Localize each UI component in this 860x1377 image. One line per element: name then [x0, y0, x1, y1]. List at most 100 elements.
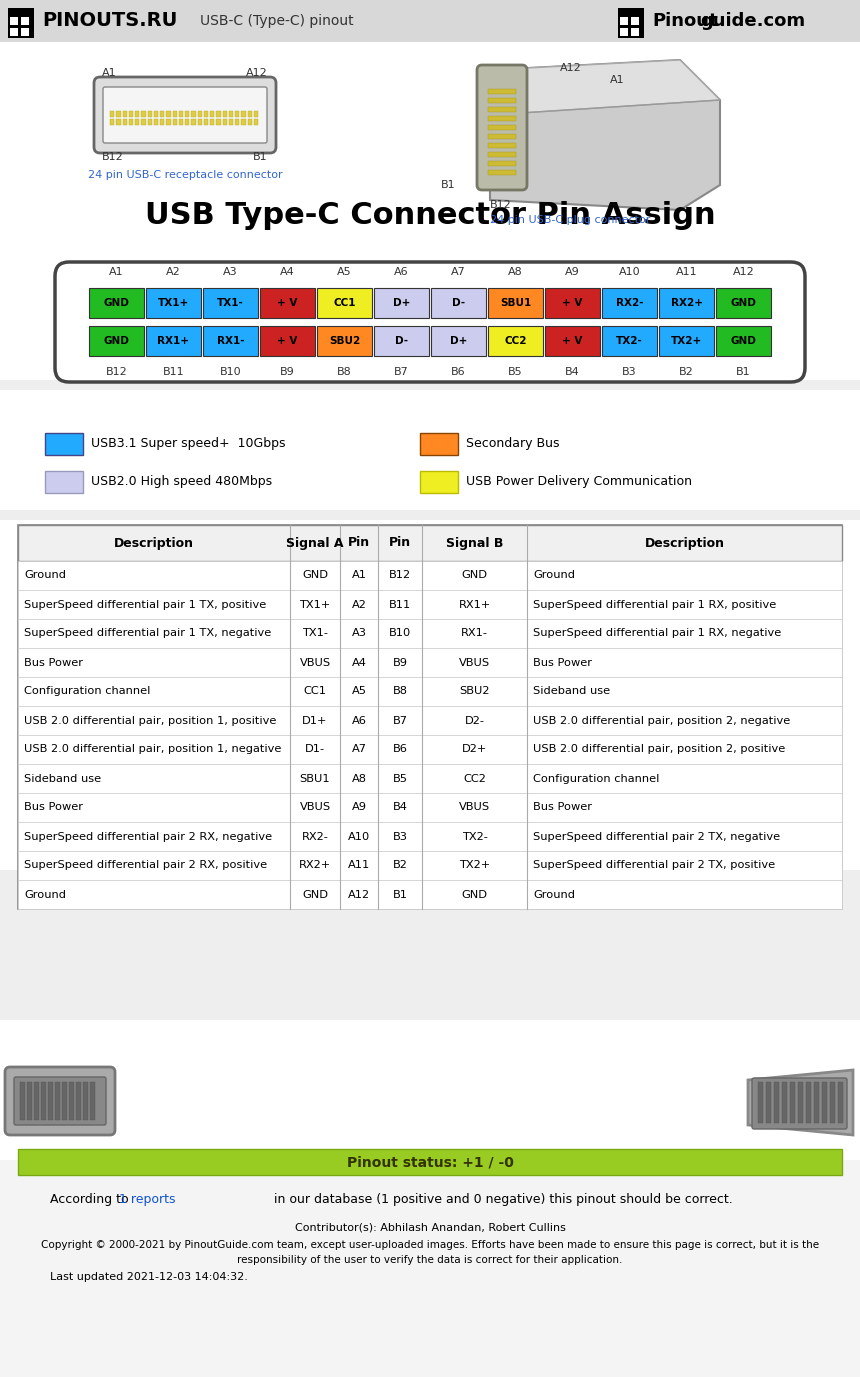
FancyBboxPatch shape: [148, 112, 152, 117]
FancyBboxPatch shape: [242, 112, 246, 117]
FancyBboxPatch shape: [260, 288, 315, 318]
FancyBboxPatch shape: [76, 1082, 81, 1120]
Text: According to: According to: [50, 1192, 132, 1205]
FancyBboxPatch shape: [0, 245, 860, 380]
FancyBboxPatch shape: [90, 1082, 95, 1120]
FancyBboxPatch shape: [45, 432, 83, 454]
Text: B10: B10: [389, 628, 411, 639]
Text: B3: B3: [622, 368, 636, 377]
FancyBboxPatch shape: [141, 118, 145, 125]
Text: D-: D-: [452, 297, 465, 308]
FancyBboxPatch shape: [0, 43, 860, 211]
FancyBboxPatch shape: [431, 326, 486, 357]
FancyBboxPatch shape: [18, 880, 842, 909]
FancyBboxPatch shape: [716, 326, 771, 357]
FancyBboxPatch shape: [198, 112, 202, 117]
Text: B11: B11: [389, 599, 411, 610]
FancyBboxPatch shape: [752, 1078, 847, 1129]
Text: SuperSpeed differential pair 2 RX, positive: SuperSpeed differential pair 2 RX, posit…: [24, 861, 267, 870]
Text: Signal A: Signal A: [286, 537, 344, 549]
FancyBboxPatch shape: [431, 288, 486, 318]
FancyBboxPatch shape: [48, 1082, 53, 1120]
FancyBboxPatch shape: [18, 560, 842, 589]
Text: B4: B4: [392, 803, 408, 812]
FancyBboxPatch shape: [191, 118, 195, 125]
FancyBboxPatch shape: [18, 525, 842, 909]
Text: D2+: D2+: [462, 745, 487, 755]
FancyBboxPatch shape: [55, 1082, 60, 1120]
FancyBboxPatch shape: [18, 525, 842, 560]
FancyBboxPatch shape: [160, 112, 164, 117]
FancyBboxPatch shape: [18, 620, 842, 649]
Text: guide.com: guide.com: [700, 12, 805, 30]
FancyBboxPatch shape: [110, 118, 114, 125]
FancyBboxPatch shape: [69, 1082, 74, 1120]
Text: B1: B1: [392, 890, 408, 899]
Text: Bus Power: Bus Power: [533, 803, 592, 812]
Text: B4: B4: [565, 368, 580, 377]
Polygon shape: [748, 1070, 853, 1135]
Text: RX2-: RX2-: [616, 297, 643, 308]
Text: B12: B12: [490, 200, 512, 211]
Text: A3: A3: [352, 628, 366, 639]
FancyBboxPatch shape: [254, 118, 258, 125]
FancyBboxPatch shape: [488, 169, 516, 175]
Text: TX2+: TX2+: [671, 336, 702, 346]
FancyBboxPatch shape: [223, 118, 227, 125]
Text: SBU2: SBU2: [329, 336, 360, 346]
Text: B5: B5: [392, 774, 408, 784]
Text: SuperSpeed differential pair 2 RX, negative: SuperSpeed differential pair 2 RX, negat…: [24, 832, 272, 841]
Text: A5: A5: [337, 267, 352, 277]
FancyBboxPatch shape: [160, 118, 164, 125]
FancyBboxPatch shape: [631, 17, 639, 25]
Text: B9: B9: [280, 368, 295, 377]
Text: SuperSpeed differential pair 2 TX, negative: SuperSpeed differential pair 2 TX, negat…: [533, 832, 780, 841]
FancyBboxPatch shape: [14, 1077, 106, 1125]
Text: GND: GND: [462, 570, 488, 581]
Text: Sideband use: Sideband use: [24, 774, 101, 784]
Text: D2-: D2-: [464, 716, 484, 726]
Text: Ground: Ground: [533, 570, 575, 581]
FancyBboxPatch shape: [317, 288, 372, 318]
FancyBboxPatch shape: [18, 793, 842, 822]
Text: SuperSpeed differential pair 1 TX, negative: SuperSpeed differential pair 1 TX, negat…: [24, 628, 271, 639]
FancyBboxPatch shape: [488, 125, 516, 129]
Text: A6: A6: [352, 716, 366, 726]
FancyBboxPatch shape: [21, 28, 29, 36]
Text: SuperSpeed differential pair 1 RX, positive: SuperSpeed differential pair 1 RX, posit…: [533, 599, 777, 610]
Text: GND: GND: [302, 570, 328, 581]
Text: Secondary Bus: Secondary Bus: [466, 438, 560, 450]
FancyBboxPatch shape: [8, 8, 34, 39]
FancyBboxPatch shape: [185, 112, 189, 117]
FancyBboxPatch shape: [488, 134, 516, 139]
FancyBboxPatch shape: [216, 112, 221, 117]
FancyBboxPatch shape: [488, 98, 516, 103]
Polygon shape: [490, 61, 720, 116]
Text: B7: B7: [394, 368, 408, 377]
FancyBboxPatch shape: [602, 288, 657, 318]
FancyBboxPatch shape: [83, 1082, 88, 1120]
Text: RX2+: RX2+: [299, 861, 331, 870]
FancyBboxPatch shape: [129, 112, 133, 117]
Text: SBU1: SBU1: [500, 297, 531, 308]
FancyBboxPatch shape: [18, 764, 842, 793]
FancyBboxPatch shape: [141, 112, 145, 117]
Text: PINOUTS.RU: PINOUTS.RU: [42, 11, 177, 30]
Text: + V: + V: [277, 336, 298, 346]
FancyBboxPatch shape: [41, 1082, 46, 1120]
FancyBboxPatch shape: [20, 1082, 25, 1120]
FancyBboxPatch shape: [545, 326, 600, 357]
FancyBboxPatch shape: [0, 1159, 860, 1377]
Text: B9: B9: [392, 657, 408, 668]
FancyBboxPatch shape: [216, 118, 221, 125]
Text: RX1-: RX1-: [217, 336, 244, 346]
Text: B12: B12: [102, 151, 124, 162]
FancyBboxPatch shape: [122, 112, 127, 117]
Text: Ground: Ground: [24, 890, 66, 899]
Text: Last updated 2021-12-03 14:04:32.: Last updated 2021-12-03 14:04:32.: [50, 1272, 248, 1282]
Text: Pinout: Pinout: [652, 12, 717, 30]
Text: TX2+: TX2+: [459, 861, 490, 870]
FancyBboxPatch shape: [814, 1082, 819, 1124]
FancyBboxPatch shape: [248, 118, 252, 125]
FancyBboxPatch shape: [148, 118, 152, 125]
